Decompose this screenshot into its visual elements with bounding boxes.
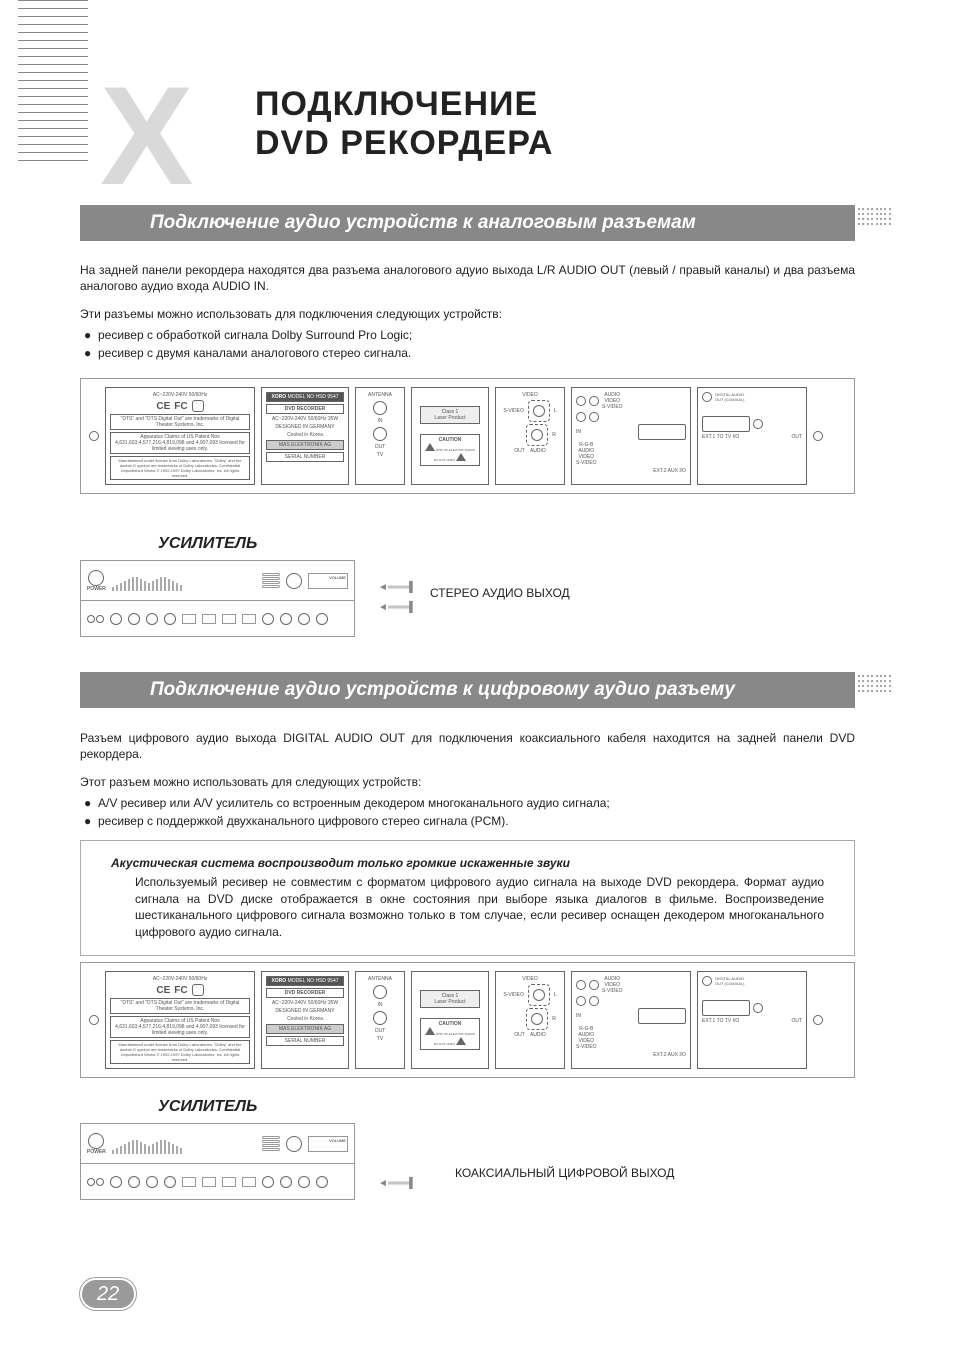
panel-av-in: AUDIO VIDEO S-VIDEO IN R-G-B AUDIO VIDEO… [571, 971, 691, 1069]
panel-model-info: XORO MODEL NO HSD 9547 DVD RECORDER AC~2… [261, 971, 349, 1069]
section-1-header-text: Подключение аудио устройств к аналоговым… [150, 212, 696, 234]
note-body: Используемый ресивер не совместим с форм… [111, 874, 824, 941]
panel-ext-out: DIGITAL AUDIO OUT (COAXIAL) EXT.1 TO TV … [697, 387, 807, 485]
panel-power-cert: AC~220V-240V 50/60Hz CEFC "DTS" and "DTS… [105, 387, 255, 485]
section-1-header-bar: Подключение аудио устройств к аналоговым… [80, 205, 855, 241]
amp-label-1: УСИЛИТЕЛЬ [158, 535, 257, 553]
page-title: ПОДКЛЮЧЕНИЕ DVD РЕКОРДЕРА [255, 85, 553, 163]
section-1-body: На задней панели рекордера находятся два… [80, 262, 855, 361]
note-title: Акустическая система воспроизводит тольк… [111, 855, 824, 872]
section-2-bullet-2: ресивер с поддержкой двухканального цифр… [98, 813, 509, 829]
panel-ext-out: DIGITAL AUDIO OUT (COAXIAL) EXT.1 TO TV … [697, 971, 807, 1069]
section-2-bullet-1: A/V ресивер или A/V усилитель со встроен… [98, 795, 610, 811]
section-2-bullets: ●A/V ресивер или A/V усилитель со встрое… [80, 795, 855, 829]
panel-av-out: VIDEO S-VIDEO L R OUT AUDIO [495, 387, 565, 485]
side-lines-decoration [18, 0, 88, 168]
panel-laser-caution: Class 1Laser Product CAUTION RISK OF ELE… [411, 971, 489, 1069]
dot-decoration-icon [855, 205, 895, 241]
jack-icon: ◄═══▌ [378, 582, 416, 593]
section-1-bullets: ●ресивер с обработкой сигнала Dolby Surr… [80, 327, 855, 361]
panel-av-in: AUDIO VIDEO S-VIDEO IN R-G-B AUDIO VIDEO… [571, 387, 691, 485]
coax-output-label: КОАКСИАЛЬНЫЙ ЦИФРОВОЙ ВЫХОД [455, 1166, 674, 1180]
title-line-2: DVD РЕКОРДЕРА [255, 124, 553, 163]
page-number-badge: 22 [80, 1278, 136, 1310]
section-2-para-2: Этот разъем можно использовать для следу… [80, 774, 855, 790]
panel-antenna: ANTENNA IN OUT TV [355, 971, 405, 1069]
page-number: 22 [97, 1283, 119, 1306]
panel-power-cert: AC~220V-240V 50/60Hz CEFC "DTS" and "DTS… [105, 971, 255, 1069]
stereo-output-label: СТЕРЕО АУДИО ВЫХОД [430, 586, 570, 600]
section-1-bullet-1: ресивер с обработкой сигнала Dolby Surro… [98, 327, 412, 343]
jack-icon: ◄═══▌ [378, 602, 416, 613]
section-2-para-1: Разъем цифрового аудио выхода DIGITAL AU… [80, 730, 855, 762]
amplifier-diagram-2: POWER VOLUME [80, 1123, 355, 1200]
dot-decoration-icon [855, 672, 895, 708]
title-line-1: ПОДКЛЮЧЕНИЕ [255, 85, 553, 124]
rear-panel-diagram-2: AC~220V-240V 50/60Hz CEFC "DTS" and "DTS… [80, 962, 855, 1078]
watermark-letter: X [100, 55, 185, 217]
panel-av-out: VIDEO S-VIDEO L R OUT AUDIO [495, 971, 565, 1069]
panel-laser-caution: Class 1Laser Product CAUTION RISK OF ELE… [411, 387, 489, 485]
section-1-bullet-2: ресивер с двумя каналами аналогового сте… [98, 345, 411, 361]
panel-model-info: XORO MODEL NO HSD 9547 DVD RECORDER AC~2… [261, 387, 349, 485]
section-1-para-2: Эти разъемы можно использовать для подкл… [80, 306, 855, 322]
jack-icon: ◄═══▌ [378, 1178, 416, 1189]
section-2-header-bar: Подключение аудио устройств к цифровому … [80, 672, 855, 708]
amplifier-diagram-1: POWER VOLUME [80, 560, 355, 637]
section-2-header-text: Подключение аудио устройств к цифровому … [150, 679, 735, 701]
rear-panel-diagram-1: AC~220V-240V 50/60Hz CEFC "DTS" and "DTS… [80, 378, 855, 494]
amp-label-2: УСИЛИТЕЛЬ [158, 1098, 257, 1116]
panel-antenna: ANTENNA IN OUT TV [355, 387, 405, 485]
note-box: Акустическая система воспроизводит тольк… [80, 840, 855, 956]
section-2-body: Разъем цифрового аудио выхода DIGITAL AU… [80, 730, 855, 829]
section-1-para-1: На задней панели рекордера находятся два… [80, 262, 855, 294]
